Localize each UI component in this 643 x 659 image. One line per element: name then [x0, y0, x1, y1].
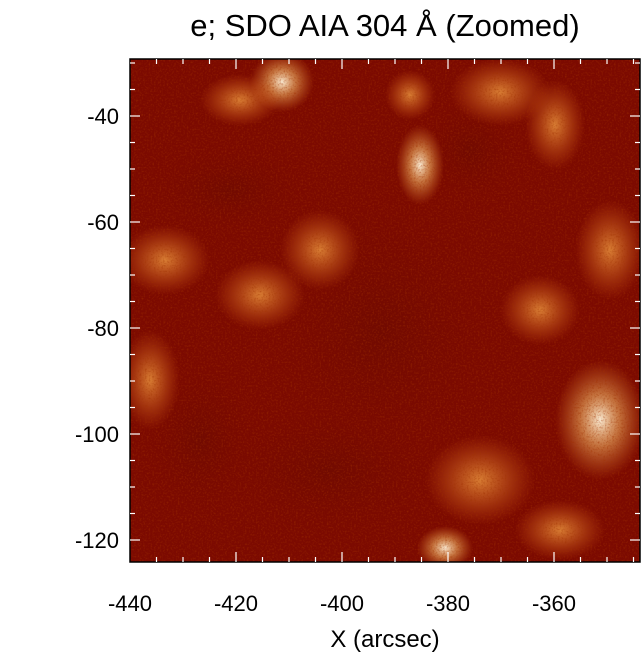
y-axis-ticks: -40 -60 -80 -100 -120 [75, 62, 640, 553]
plot-frame [129, 58, 641, 563]
figure-title: e; SDO AIA 304 Å (Zoomed) [190, 8, 580, 43]
x-tick-label: -360 [532, 591, 576, 616]
solar-image [130, 59, 640, 562]
x-tick-label: -420 [214, 591, 258, 616]
y-tick-label: -80 [87, 316, 119, 341]
x-tick-label: -440 [108, 591, 152, 616]
x-axis-ticks: -440 -420 -400 -380 -360 [108, 59, 635, 616]
y-tick-label: -40 [87, 104, 119, 129]
x-axis-label: X (arcsec) [330, 626, 440, 653]
x-tick-label: -380 [426, 591, 470, 616]
y-tick-label: -120 [75, 528, 119, 553]
y-tick-label: -100 [75, 422, 119, 447]
y-tick-label: -60 [87, 210, 119, 235]
x-tick-label: -400 [320, 591, 364, 616]
